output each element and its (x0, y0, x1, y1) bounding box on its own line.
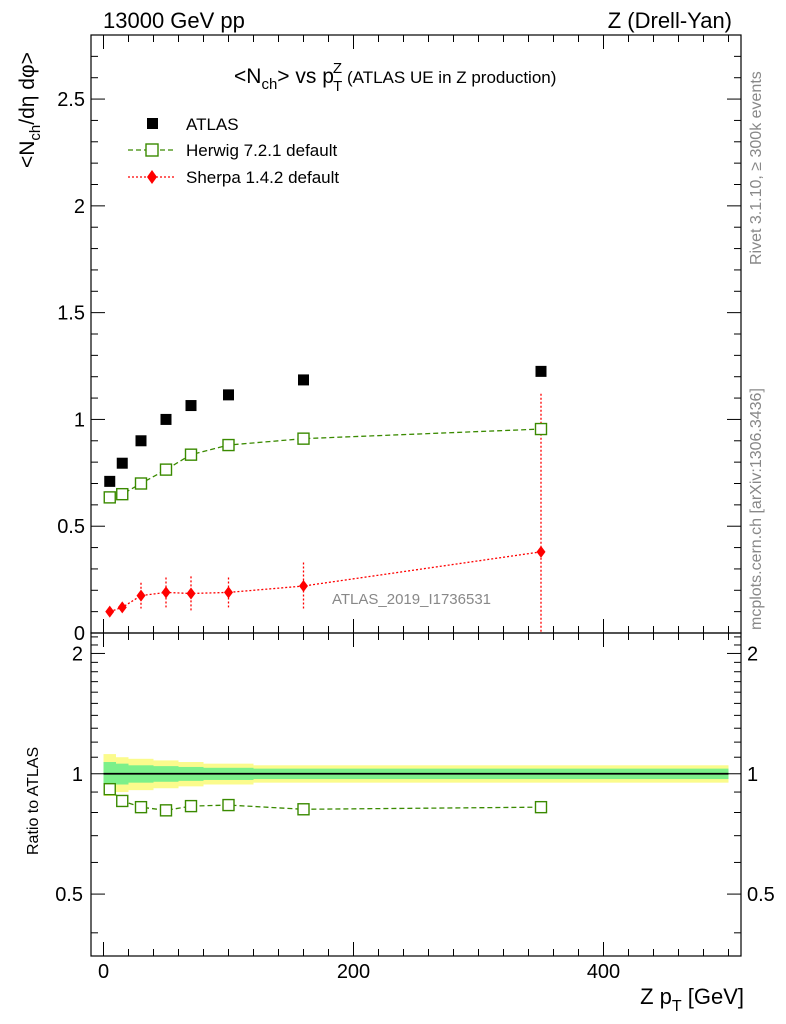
ratio-herwig-point (134, 800, 148, 814)
sherpa-point (224, 586, 233, 599)
sherpa-point (536, 545, 546, 558)
herwig-point (297, 432, 310, 445)
atlas-point (160, 413, 172, 425)
ratio-y-tick-label-right: 1 (747, 764, 758, 786)
sherpa-point (136, 589, 146, 602)
herwig-point (159, 463, 173, 476)
herwig-point (184, 448, 198, 461)
legend-atlas-label: ATLAS (186, 115, 239, 134)
main-y-tick-label: 0 (74, 623, 85, 645)
x-axis-label: Z pT [GeV] (640, 984, 744, 1015)
ratio-herwig-point (297, 803, 310, 816)
atlas-point (135, 435, 147, 447)
sherpa-point (117, 601, 127, 614)
main-y-tick-label: 0.5 (57, 516, 85, 538)
axes-layer: 0 0.5 1 1.5 2 2.5 0 200 400 0.5 0.5 1 1 2 2 (55, 35, 775, 983)
main-y-tick-label: 2 (74, 196, 85, 218)
main-y-tick-label: 2.5 (57, 89, 85, 111)
atlas-point (223, 389, 234, 401)
ratio-herwig-line (109, 788, 542, 812)
ratio-herwig-point (534, 800, 548, 814)
ratio-y-tick-label: 1 (72, 764, 83, 786)
legend: ATLAS Herwig 7.2.1 default Sherpa 1.4.2 … (128, 115, 339, 187)
atlas-point (116, 457, 128, 469)
ratio-herwig-point (116, 794, 129, 808)
analysis-watermark: ATLAS_2019_I1736531 (332, 591, 491, 608)
ratio-y-tick-label-right: 2 (747, 643, 758, 665)
sherpa-point (299, 580, 308, 593)
ratio-herwig-point (103, 782, 116, 796)
x-tick-label: 0 (98, 961, 109, 983)
atlas-point (185, 400, 197, 412)
ratio-herwig-point (159, 804, 173, 817)
atlas-point (298, 374, 309, 386)
main-title: <Nch> vs pZ T (ATLAS UE in Z production) (234, 60, 556, 95)
sherpa-line (109, 551, 542, 613)
ratio-herwig-point (222, 798, 235, 812)
herwig-line (109, 428, 542, 499)
header-right: Z (Drell-Yan) (608, 8, 732, 33)
ratio-plot-frame (90, 632, 742, 957)
ratio-y-tick-label-right: 0.5 (747, 884, 775, 906)
side-label-top: Rivet 3.1.10, ≥ 300k events (748, 71, 765, 265)
legend-herwig-label: Herwig 7.2.1 default (186, 141, 337, 160)
legend-sherpa-marker (147, 170, 157, 184)
legend-atlas-marker (147, 118, 158, 129)
main-y-tick-label: 1 (74, 409, 85, 431)
ratio-herwig-point (184, 799, 198, 813)
atlas-point (104, 475, 116, 487)
sherpa-point (161, 586, 171, 599)
herwig-point (222, 438, 235, 452)
ratio-y-axis-label: Ratio to ATLAS (25, 747, 42, 855)
herwig-point (116, 487, 129, 501)
uncertainty-band (103, 754, 729, 796)
herwig-point (534, 422, 548, 436)
header-left: 13000 GeV pp (103, 8, 245, 33)
main-y-tick-label: 1.5 (57, 303, 85, 325)
ratio-y-tick-label: 2 (72, 643, 83, 665)
legend-herwig-marker (145, 143, 159, 157)
data-layer (103, 365, 548, 817)
herwig-point (103, 491, 116, 504)
herwig-point (134, 477, 148, 490)
atlas-point (535, 365, 547, 377)
legend-sherpa-label: Sherpa 1.4.2 default (186, 168, 339, 187)
sherpa-point (186, 587, 196, 600)
x-tick-label: 400 (587, 961, 620, 983)
ratio-y-tick-label: 0.5 (55, 884, 83, 906)
main-y-axis-label: <Nch/dη dφ> (16, 52, 44, 168)
sherpa-point (105, 605, 115, 618)
x-tick-label: 200 (337, 961, 370, 983)
side-label-bottom: mcplots.cern.ch [arXiv:1306.3436] (748, 388, 765, 630)
